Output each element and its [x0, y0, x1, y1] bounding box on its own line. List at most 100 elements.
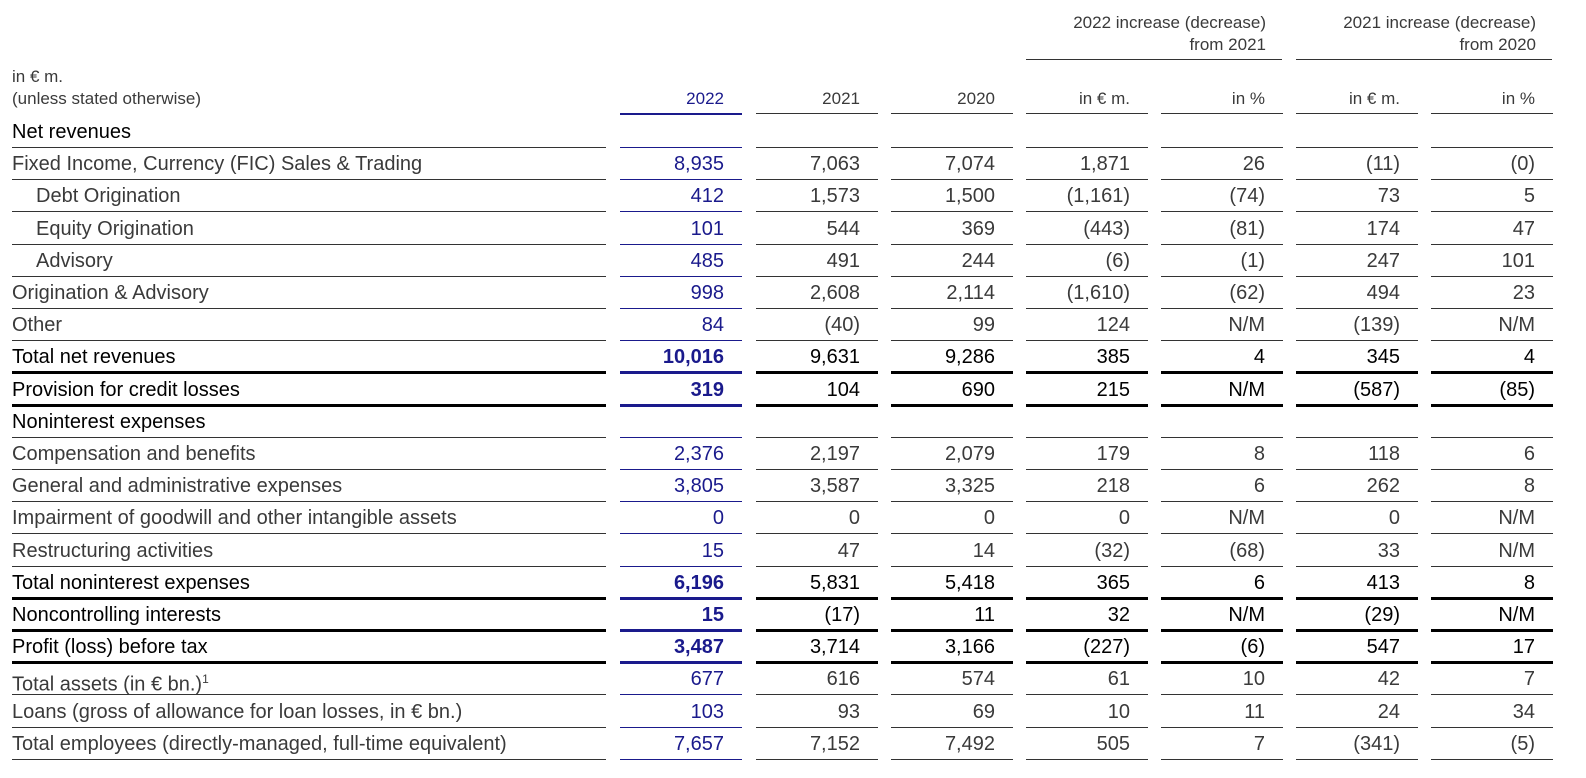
- row-rule: [12, 726, 606, 728]
- table-cell: (6): [1240, 636, 1265, 659]
- table-cell: (0): [1510, 153, 1535, 176]
- group-header-2021-line2: from 2020: [1459, 35, 1536, 54]
- cell-rule: [620, 596, 742, 600]
- group-header-2021-line1: 2021 increase (decrease): [1343, 13, 1536, 32]
- table-cell: 47: [837, 539, 860, 562]
- cell-rule: [1161, 211, 1283, 213]
- cell-rule: [1161, 243, 1283, 245]
- table-cell: 413: [1366, 571, 1400, 594]
- row-rule: [12, 308, 606, 309]
- cell-rule: [1296, 596, 1418, 600]
- row-label-text: Other: [12, 314, 63, 337]
- table-cell: 2,079: [944, 443, 995, 465]
- table-cell: 33: [1377, 539, 1400, 562]
- cell-rule: [620, 758, 742, 760]
- cell-rule: [756, 403, 878, 407]
- cell-rule: [620, 565, 742, 567]
- row-label-text: Loans (gross of allowance for loan losse…: [12, 700, 463, 723]
- row-label: Advisory: [36, 246, 113, 276]
- cell-rule: [620, 211, 742, 213]
- cell-rule: [1026, 758, 1148, 760]
- table-cell: 2,376: [673, 443, 724, 465]
- row-label: Total noninterest expenses: [12, 568, 250, 598]
- row-label-text: Impairment of goodwill and other intangi…: [12, 507, 457, 530]
- cell-rule: [1431, 629, 1553, 632]
- cell-rule: [1431, 403, 1553, 407]
- column-header-4: in € m.: [1078, 89, 1130, 108]
- table-row: Advisory 485 491 244 (6) (1) 247 101: [0, 245, 1586, 277]
- cell-rule: [756, 211, 878, 213]
- cell-rule: [1161, 340, 1283, 342]
- row-rule: [12, 436, 606, 438]
- cell-rule: [1161, 469, 1283, 470]
- column-header-rule-7: [1431, 113, 1553, 114]
- table-cell: (227): [1083, 636, 1130, 659]
- table-cell: 174: [1366, 217, 1400, 240]
- table-cell: (443): [1083, 217, 1130, 240]
- column-header-rule-1: [620, 113, 742, 115]
- cell-rule: [620, 340, 742, 342]
- table-cell: 61: [1107, 668, 1130, 691]
- table-cell: 26: [1242, 153, 1265, 176]
- cell-rule: [1026, 661, 1148, 665]
- row-label-text: Total assets (in € bn.): [12, 674, 203, 697]
- table-row: Net revenues: [0, 116, 1586, 148]
- table-cell: 215: [1096, 378, 1130, 401]
- table-cell: 412: [690, 185, 724, 208]
- row-label-text: Profit (loss) before tax: [12, 636, 208, 659]
- table-cell: (17): [824, 604, 860, 626]
- cell-rule: [1431, 758, 1553, 760]
- cell-rule: [756, 501, 878, 503]
- cell-rule: [620, 694, 742, 696]
- unit-label: in € m. (unless stated otherwise): [12, 66, 201, 110]
- table-cell: 244: [961, 249, 995, 272]
- cell-rule: [1026, 243, 1148, 245]
- table-row: Noncontrolling interests 15 (17) 11 32 N/M (29…: [0, 599, 1586, 632]
- cell-rule: [1161, 726, 1283, 728]
- table-cell: 7,492: [944, 732, 995, 755]
- table-cell: 4: [1523, 346, 1535, 369]
- table-cell: 677: [690, 668, 724, 691]
- row-label-text: Total employees (directly-managed, full-…: [12, 732, 507, 755]
- row-label-text: Fixed Income, Currency (FIC) Sales & Tra…: [12, 153, 423, 176]
- table-cell: (5): [1510, 732, 1535, 755]
- table-row: Total net revenues 10,016 9,631 9,286 385 4 34…: [0, 341, 1586, 375]
- cell-rule: [1296, 211, 1418, 213]
- cell-rule: [620, 469, 742, 470]
- row-rule: [12, 596, 606, 600]
- table-cell: 0: [848, 507, 860, 530]
- row-label-text: Equity Origination: [36, 217, 194, 240]
- table-cell: 247: [1366, 249, 1400, 272]
- table-cell: (81): [1229, 217, 1265, 240]
- cell-rule: [891, 694, 1013, 696]
- cell-rule: [1026, 179, 1148, 181]
- cell-rule: [1296, 469, 1418, 470]
- row-rule: [12, 243, 606, 245]
- row-label-text: Advisory: [36, 249, 113, 272]
- table-cell: 9,286: [944, 346, 995, 369]
- cell-rule: [756, 340, 878, 342]
- row-label: Profit (loss) before tax: [12, 632, 208, 662]
- table-cell: 3,325: [944, 475, 995, 498]
- table-cell: 8: [1523, 571, 1535, 594]
- cell-rule: [756, 726, 878, 728]
- row-label-text: Restructuring activities: [12, 539, 214, 562]
- cell-rule: [1026, 565, 1148, 567]
- table-cell: 365: [1096, 571, 1130, 594]
- table-cell: (32): [1094, 539, 1130, 562]
- cell-rule: [1296, 661, 1418, 665]
- cell-rule: [1431, 308, 1553, 309]
- row-label: Noninterest expenses: [12, 407, 205, 437]
- cell-rule: [756, 147, 878, 148]
- row-label: Loans (gross of allowance for loan losse…: [12, 697, 462, 727]
- row-rule: [12, 501, 606, 503]
- cell-rule: [1431, 147, 1553, 148]
- table-row: Profit (loss) before tax 3,487 3,714 3,166 (…: [0, 631, 1586, 665]
- cell-rule: [1161, 179, 1283, 181]
- table-cell: 99: [972, 314, 995, 337]
- table-cell: 93: [837, 700, 860, 723]
- row-label: Equity Origination: [36, 214, 194, 244]
- unit-label-line1: in € m.: [12, 67, 64, 86]
- table-cell: 7: [1253, 732, 1265, 755]
- row-rule: [12, 211, 606, 213]
